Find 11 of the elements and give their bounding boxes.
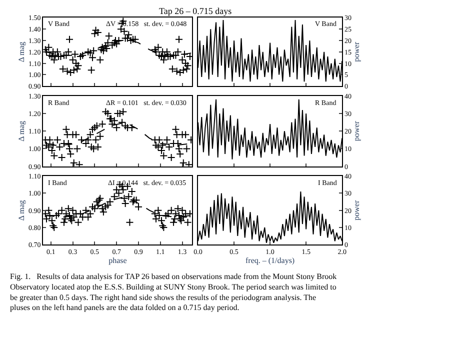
y-axis-title: Δ mag: [17, 200, 26, 221]
y-axis-title: power: [352, 120, 362, 142]
y-axis-title: power: [352, 200, 362, 220]
y-axis-title: Δ mag: [17, 42, 26, 62]
y-axis-title: power: [352, 42, 362, 62]
x-axis-title: freq. – (1/days): [246, 256, 295, 266]
y-axis-title: Δ mag: [17, 120, 26, 142]
line-series: [198, 19, 342, 82]
chart-title: Tap 26 – 0.715 days: [159, 6, 232, 16]
caption: Fig. 1. Results of data analysis for TAP 26 based on observations made from the Mount Stony Brook Observatory located atop the E.S.S. Building at SUNY Stony Brook. The period search was limited to be greater than 0.5 days. The right hand side shows the results of the periodogram analysis. The pluses on the left hand panels are the data folded on a 0.715 day period.: [10, 272, 337, 312]
x-axis-title: phase: [108, 256, 128, 266]
